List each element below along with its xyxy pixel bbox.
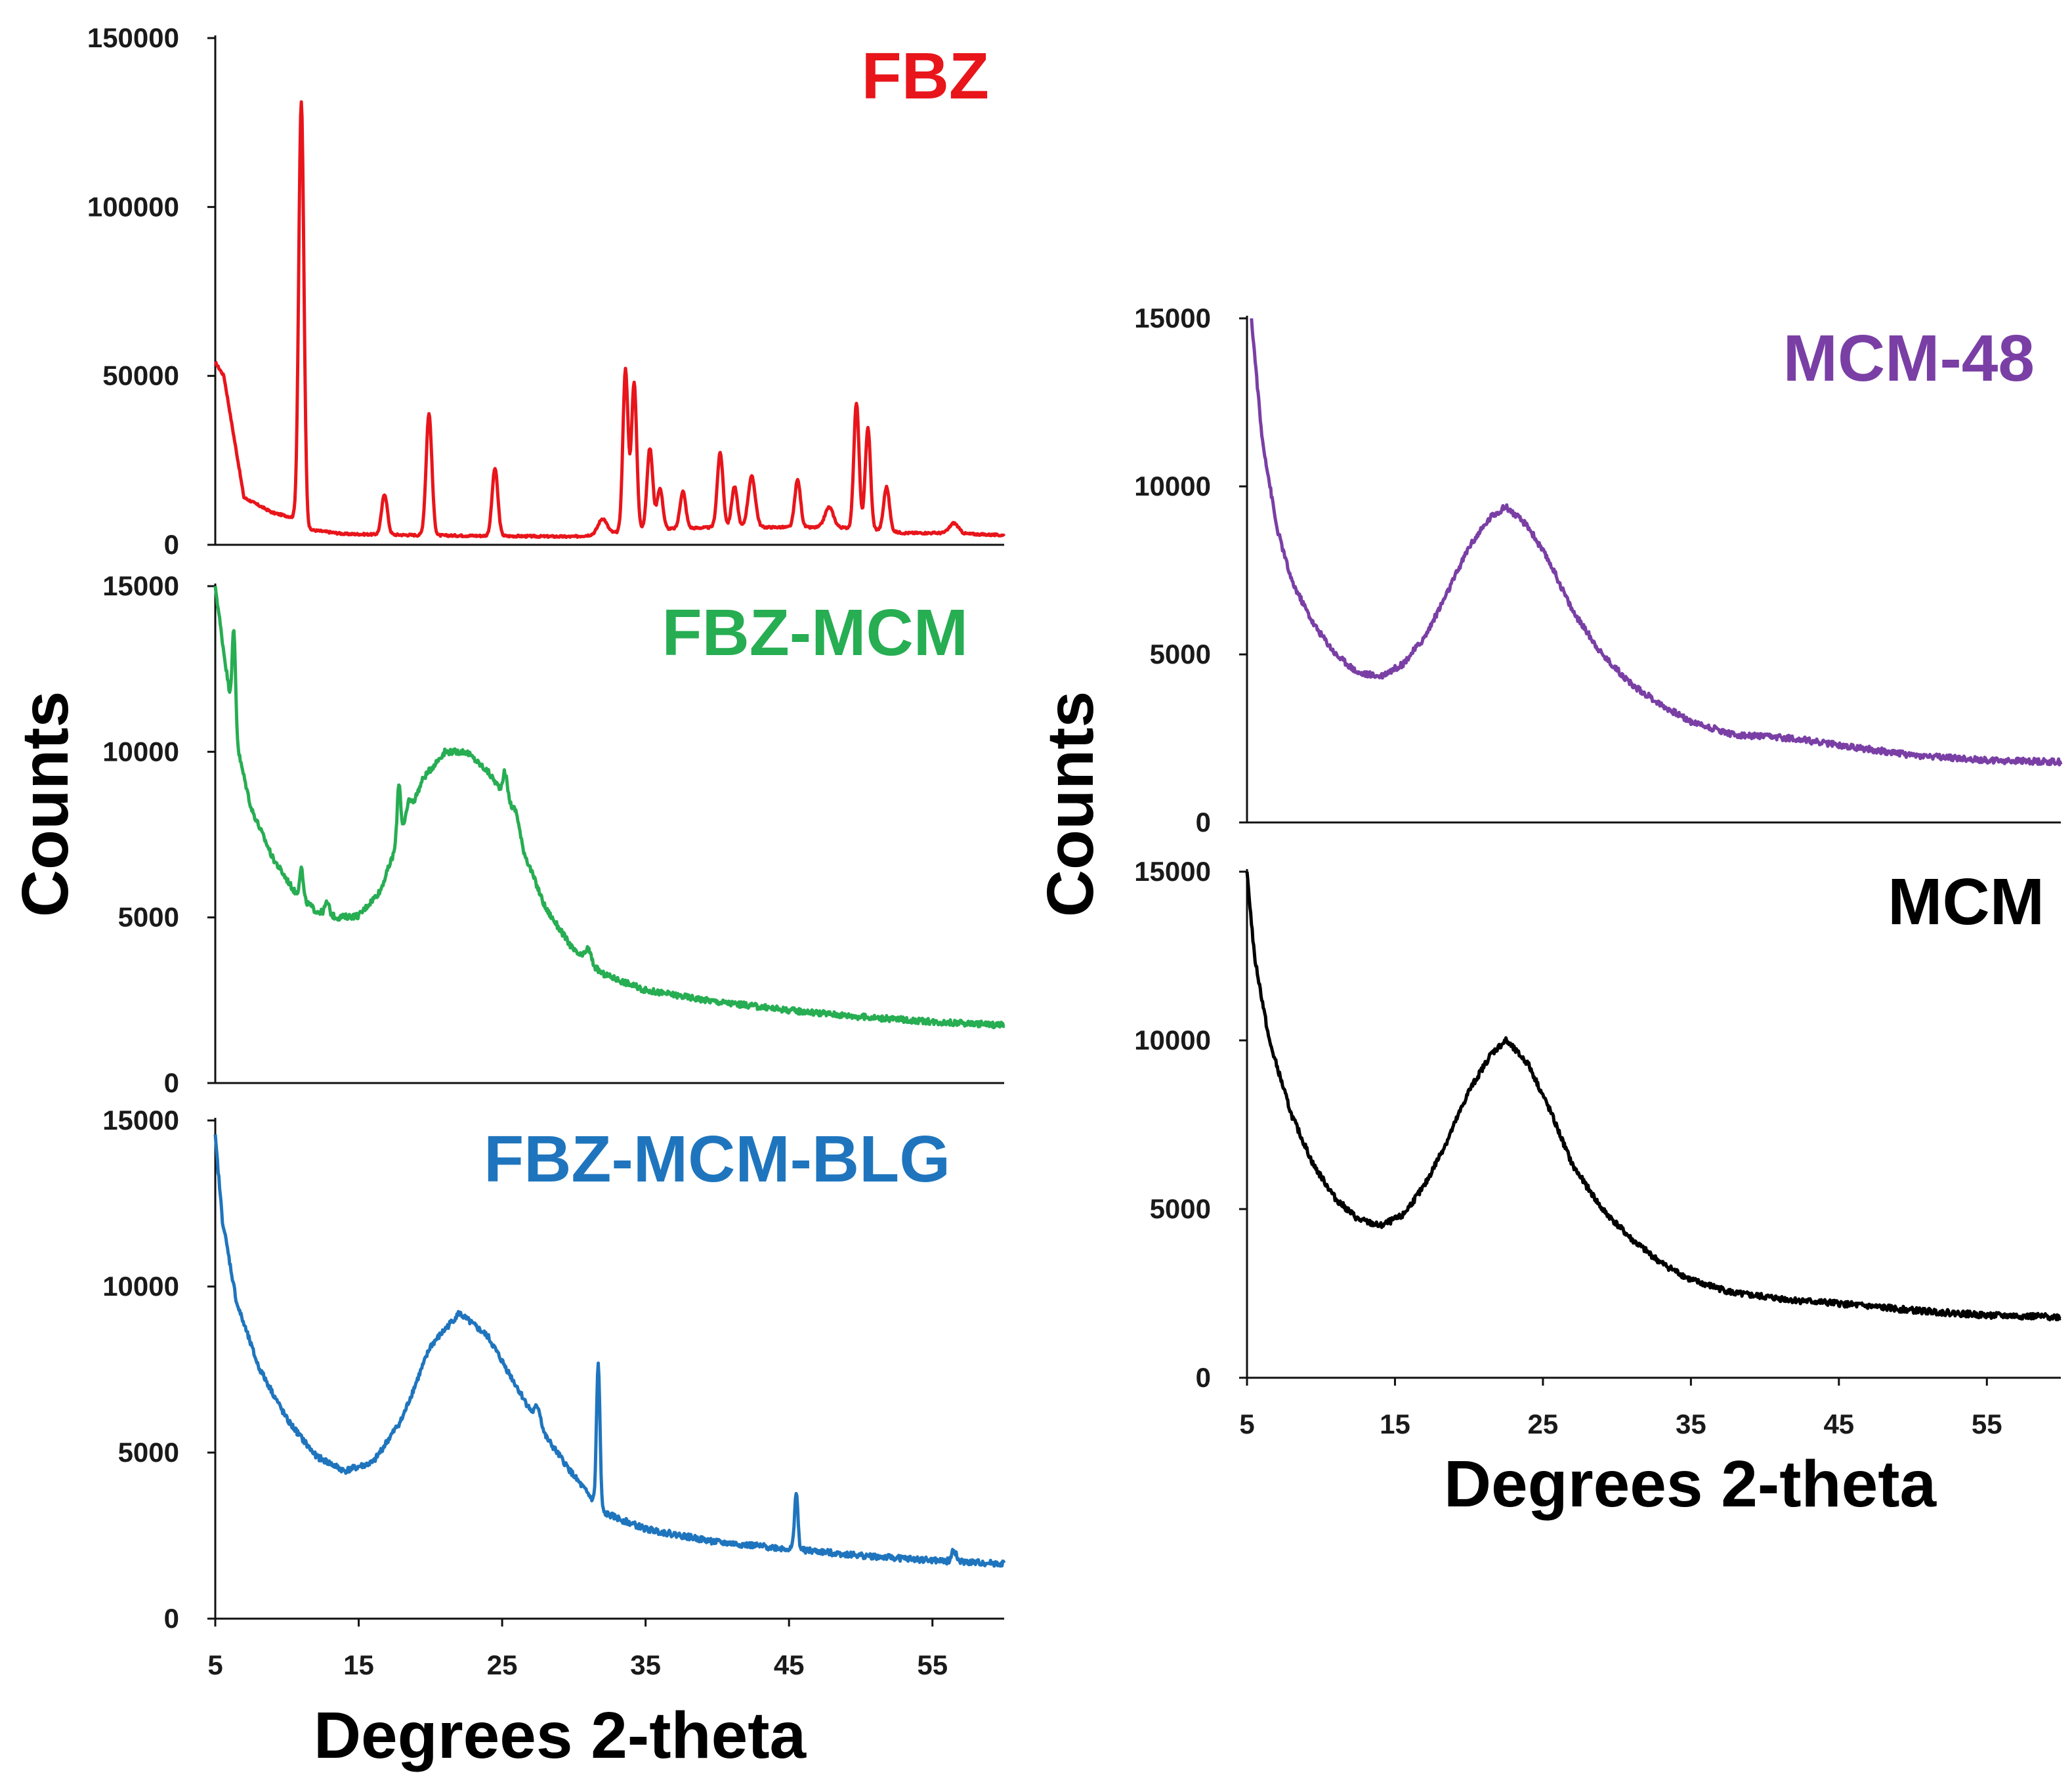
series-line-fbz-mcm-blg [213,1134,1006,1568]
series-line-mcm-48 [1250,318,2063,767]
x-tick-label: 55 [917,1650,948,1680]
panel-right-bottom: 0 5000 10000 15000 5 15 25 35 45 55 MCM [1134,856,2062,1439]
y-tick-label: 0 [1196,1362,1211,1393]
y-tick-label: 15000 [102,570,179,601]
y-tick-label: 15000 [1134,856,1211,887]
y-tick-label: 150000 [87,22,179,53]
y-tick-label: 5000 [1150,1193,1211,1224]
y-tick-label: 10000 [1134,1025,1211,1055]
right-x-axis-title: Degrees 2-theta [1444,1447,1937,1521]
right-y-axis-title: Counts [1034,691,1107,917]
panel-right-top: 0 5000 10000 15000 MCM-48 [1134,303,2063,838]
x-tick-label: 45 [1823,1409,1854,1439]
xrd-panels: 050000100000150000FBZ050001000015000FBZ-… [87,22,2063,1680]
x-tick-label: 25 [487,1650,518,1680]
x-tick-label: 45 [774,1650,805,1680]
series-label: FBZ [862,39,989,113]
series-line-fbz-mcm [213,585,1005,1029]
y-tick-label: 0 [164,529,179,560]
series-line-mcm [1245,871,2062,1322]
series-line-fbz [213,100,1006,540]
y-tick-label: 15000 [102,1105,179,1136]
x-tick-label: 55 [1972,1409,2002,1439]
y-tick-label: 0 [1196,807,1211,838]
x-tick-label: 15 [1380,1409,1410,1439]
y-tick-label: 15000 [1134,303,1211,333]
series-label: FBZ-MCM-BLG [484,1122,950,1196]
x-tick-label: 35 [1676,1409,1706,1439]
x-tick-label: 5 [1239,1409,1254,1439]
x-tick-label: 5 [207,1650,222,1680]
y-tick-label: 0 [164,1603,179,1634]
y-tick-label: 5000 [118,1437,179,1468]
y-tick-label: 50000 [102,360,179,391]
series-label: MCM-48 [1783,322,2035,395]
y-tick-label: 100000 [87,191,179,222]
x-tick-label: 25 [1528,1409,1559,1439]
panel-left-bottom: 0 5000 10000 15000 5 15 25 35 45 55 FBZ-MCM-BLG [102,1105,1006,1680]
x-tick-label: 15 [343,1650,374,1680]
series-label: FBZ-MCM [662,596,968,670]
x-tick-label: 35 [630,1650,661,1680]
y-tick-label: 5000 [118,902,179,933]
y-tick-label: 10000 [102,1271,179,1302]
y-tick-label: 10000 [1134,471,1211,501]
left-x-axis-title: Degrees 2-theta [314,1699,807,1772]
y-tick-label: 0 [164,1067,179,1098]
left-y-axis-title: Counts [9,691,82,917]
panel-left-middle: 0 5000 10000 15000 FBZ-MCM [102,570,1005,1098]
series-label: MCM [1888,865,2044,939]
y-tick-label: 10000 [102,736,179,767]
y-tick-label: 5000 [1150,639,1211,670]
panel-left-top: 0 50000 100000 150000 FBZ [87,22,1006,560]
